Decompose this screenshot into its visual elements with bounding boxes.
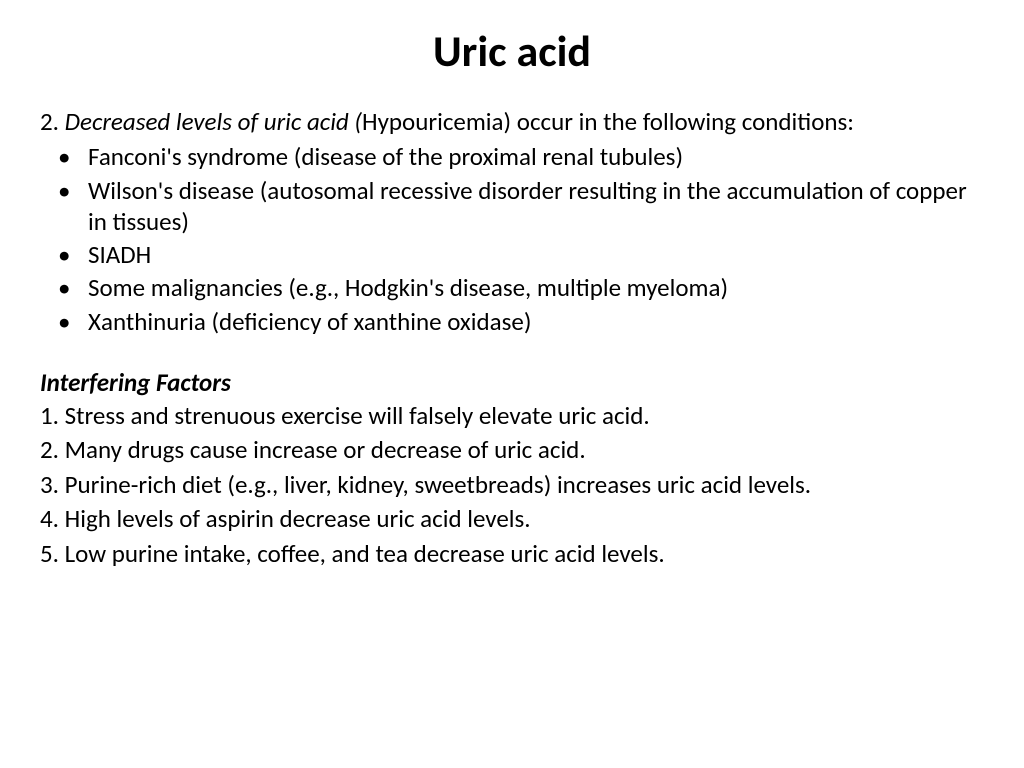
factor-item: 4. High levels of aspirin decrease uric … (40, 503, 984, 536)
intro-rest: Hypouricemia) occur in the following con… (362, 106, 854, 137)
conditions-list: Fanconi's syndrome (disease of the proxi… (40, 141, 984, 337)
interfering-factors-heading: Interfering Factors (40, 367, 984, 398)
list-item: Xanthinuria (deficiency of xanthine oxid… (40, 306, 984, 337)
slide-title: Uric acid (40, 24, 984, 78)
factor-item: 3. Purine-rich diet (e.g., liver, kidney… (40, 469, 984, 502)
factor-item: 1. Stress and strenuous exercise will fa… (40, 400, 984, 433)
list-item: Some malignancies (e.g., Hodgkin's disea… (40, 272, 984, 303)
list-item: SIADH (40, 239, 984, 270)
factor-item: 2. Many drugs cause increase or decrease… (40, 434, 984, 467)
factor-item: 5. Low purine intake, coffee, and tea de… (40, 538, 984, 571)
intro-number: 2. (40, 106, 65, 137)
list-item: Fanconi's syndrome (disease of the proxi… (40, 141, 984, 172)
intro-italic: Decreased levels of uric acid ( (65, 106, 362, 137)
list-item: Wilson's disease (autosomal recessive di… (40, 175, 984, 238)
intro-paragraph: 2. Decreased levels of uric acid (Hypour… (40, 106, 984, 137)
